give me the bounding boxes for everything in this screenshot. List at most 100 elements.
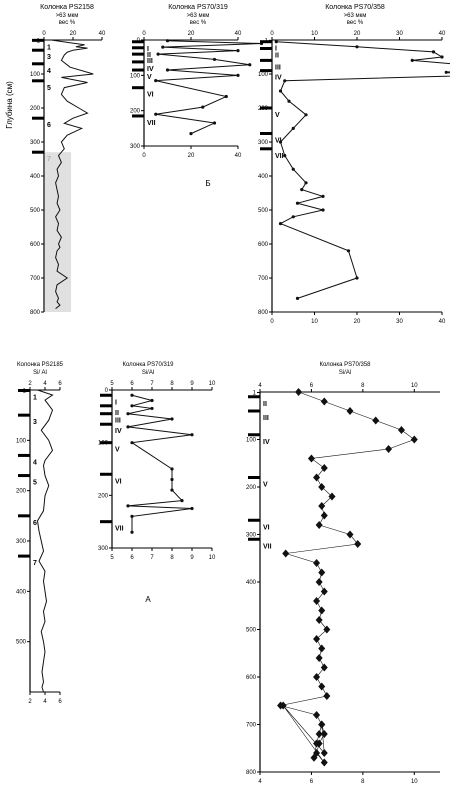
- data-point-p5: [130, 404, 134, 408]
- unit-bar-p5: [100, 404, 112, 408]
- unit-label-p2: VI: [147, 92, 154, 99]
- data-point-p3: [283, 154, 287, 158]
- data-point-p2: [165, 39, 170, 43]
- chart-p2-unit: вес %: [190, 20, 207, 26]
- data-point-p3: [355, 276, 359, 280]
- data-point-p3: [440, 55, 444, 59]
- chart-p3: Колонка PS70/358 >63 мкм вес %: [325, 4, 385, 26]
- y-tick-label-p1: 500: [30, 208, 41, 214]
- unit-bar-p6: [248, 476, 260, 479]
- y-tick-label-p1: 100: [30, 72, 41, 78]
- x-tick-bottom-label-p3: 30: [396, 319, 403, 325]
- unit-label-p4: 5: [33, 480, 37, 487]
- unit-label-p3: III: [275, 64, 281, 71]
- y-tick-label-p4: 300: [16, 539, 27, 545]
- data-point-p6: [318, 568, 326, 577]
- data-point-p3: [346, 249, 351, 253]
- data-point-p6: [313, 739, 321, 748]
- x-tick-bottom-label-p6: 8: [361, 779, 365, 785]
- data-point-p3: [304, 181, 308, 185]
- data-point-p6: [313, 473, 321, 482]
- x-tick-bottom-label-p5: 6: [130, 555, 134, 561]
- data-point-p3: [355, 45, 359, 49]
- chart-p4-subtitle: Si/ Al: [33, 370, 47, 376]
- unit-bar-p3: [260, 58, 272, 62]
- data-point-p5: [190, 506, 194, 511]
- data-point-p6: [320, 587, 328, 596]
- data-point-p6: [315, 578, 323, 586]
- data-point-p3: [278, 89, 283, 93]
- data-point-p6: [313, 559, 321, 567]
- unit-bar-p2: [132, 86, 144, 90]
- unit-bar-p3: [260, 106, 272, 110]
- series-line-p6: [280, 391, 415, 763]
- x-tick-label-p5: 8: [170, 381, 174, 387]
- data-point-p3: [278, 140, 283, 144]
- x-tick-bottom-label-p4: 2: [28, 699, 32, 705]
- data-point-p5: [170, 477, 174, 482]
- y-tick-label-p3: 300: [258, 140, 269, 146]
- unit-bar-p5: [100, 412, 112, 416]
- data-point-p6: [372, 416, 380, 425]
- y-tick-label-p4: 100: [16, 438, 27, 444]
- unit-label-p2: IV: [147, 66, 154, 73]
- data-point-p3: [283, 79, 287, 83]
- x-tick-label-p6: 6: [310, 383, 314, 389]
- unit-label-p4: 6: [33, 520, 37, 527]
- data-point-p6: [318, 644, 326, 653]
- data-point-p2: [201, 105, 205, 109]
- unit-bar-p4: [18, 413, 30, 417]
- y-tick-label-p3: 800: [258, 310, 269, 316]
- data-point-p5: [126, 425, 130, 429]
- unit-bar-p3: [260, 47, 272, 50]
- y-tick-label-p4: 400: [16, 589, 27, 595]
- plot-p4: 2244661100200300400500134567: [16, 381, 62, 705]
- x-tick-label-p5: 5: [110, 381, 114, 387]
- x-tick-label-p3: 40: [439, 31, 446, 37]
- data-point-p6: [315, 654, 323, 662]
- panel-b-label: Б: [205, 179, 210, 188]
- unit-bar-p5: [100, 441, 112, 445]
- plot-p5: 556677889910100100200300IIIIIIIVVVIVII: [98, 381, 216, 561]
- x-tick-bottom-label-p2: 0: [142, 153, 146, 159]
- data-point-p3: [274, 40, 278, 44]
- data-point-p6: [315, 616, 323, 624]
- chart-p6: Колонка PS70/358 Si/Al: [319, 362, 371, 376]
- unit-bar-p6: [248, 409, 260, 413]
- data-point-p6: [315, 730, 323, 738]
- data-point-p6: [346, 530, 354, 539]
- data-point-p5: [130, 441, 134, 445]
- data-point-p3: [444, 70, 448, 74]
- x-tick-bottom-label-p3: 20: [354, 319, 361, 325]
- data-point-p2: [154, 112, 158, 116]
- unit-label-p5: II: [115, 410, 119, 417]
- unit-bar-p1: [32, 62, 44, 66]
- x-tick-bottom-label-p5: 5: [110, 555, 114, 561]
- data-point-p6: [385, 445, 393, 453]
- y-tick-label-p6: 100: [246, 438, 257, 444]
- x-tick-bottom-label-p5: 7: [150, 555, 154, 561]
- chart-p6-title: Колонка PS70/358: [319, 362, 371, 368]
- unit-bar-p5: [100, 393, 112, 397]
- chart-p2: Колонка PS70/319 >63 мкм вес % Б: [168, 4, 228, 188]
- unit-label-p6: IV: [263, 439, 270, 446]
- data-point-p2: [165, 68, 170, 72]
- unit-label-p2: III: [147, 58, 153, 65]
- data-point-p6: [397, 426, 405, 434]
- y-tick-label-p6: 200: [246, 485, 257, 491]
- unit-bar-p6: [248, 537, 260, 541]
- unit-bar-p4: [18, 474, 30, 478]
- unit-label-p5: III: [115, 418, 121, 425]
- y-tick-label-p2: 200: [130, 109, 141, 115]
- unit-label-p4: 1: [33, 395, 37, 402]
- y-tick-label-p6: 600: [246, 675, 257, 681]
- chart-p2-title: Колонка PS70/319: [168, 4, 228, 11]
- data-point-p6: [310, 753, 318, 762]
- unit-bar-p4: [18, 554, 30, 558]
- y-tick-label-p6: 700: [246, 723, 257, 729]
- data-point-p6: [318, 483, 326, 491]
- data-point-p3: [295, 201, 300, 205]
- x-tick-bottom-label-p6: 10: [411, 779, 418, 785]
- data-point-p6: [354, 540, 362, 548]
